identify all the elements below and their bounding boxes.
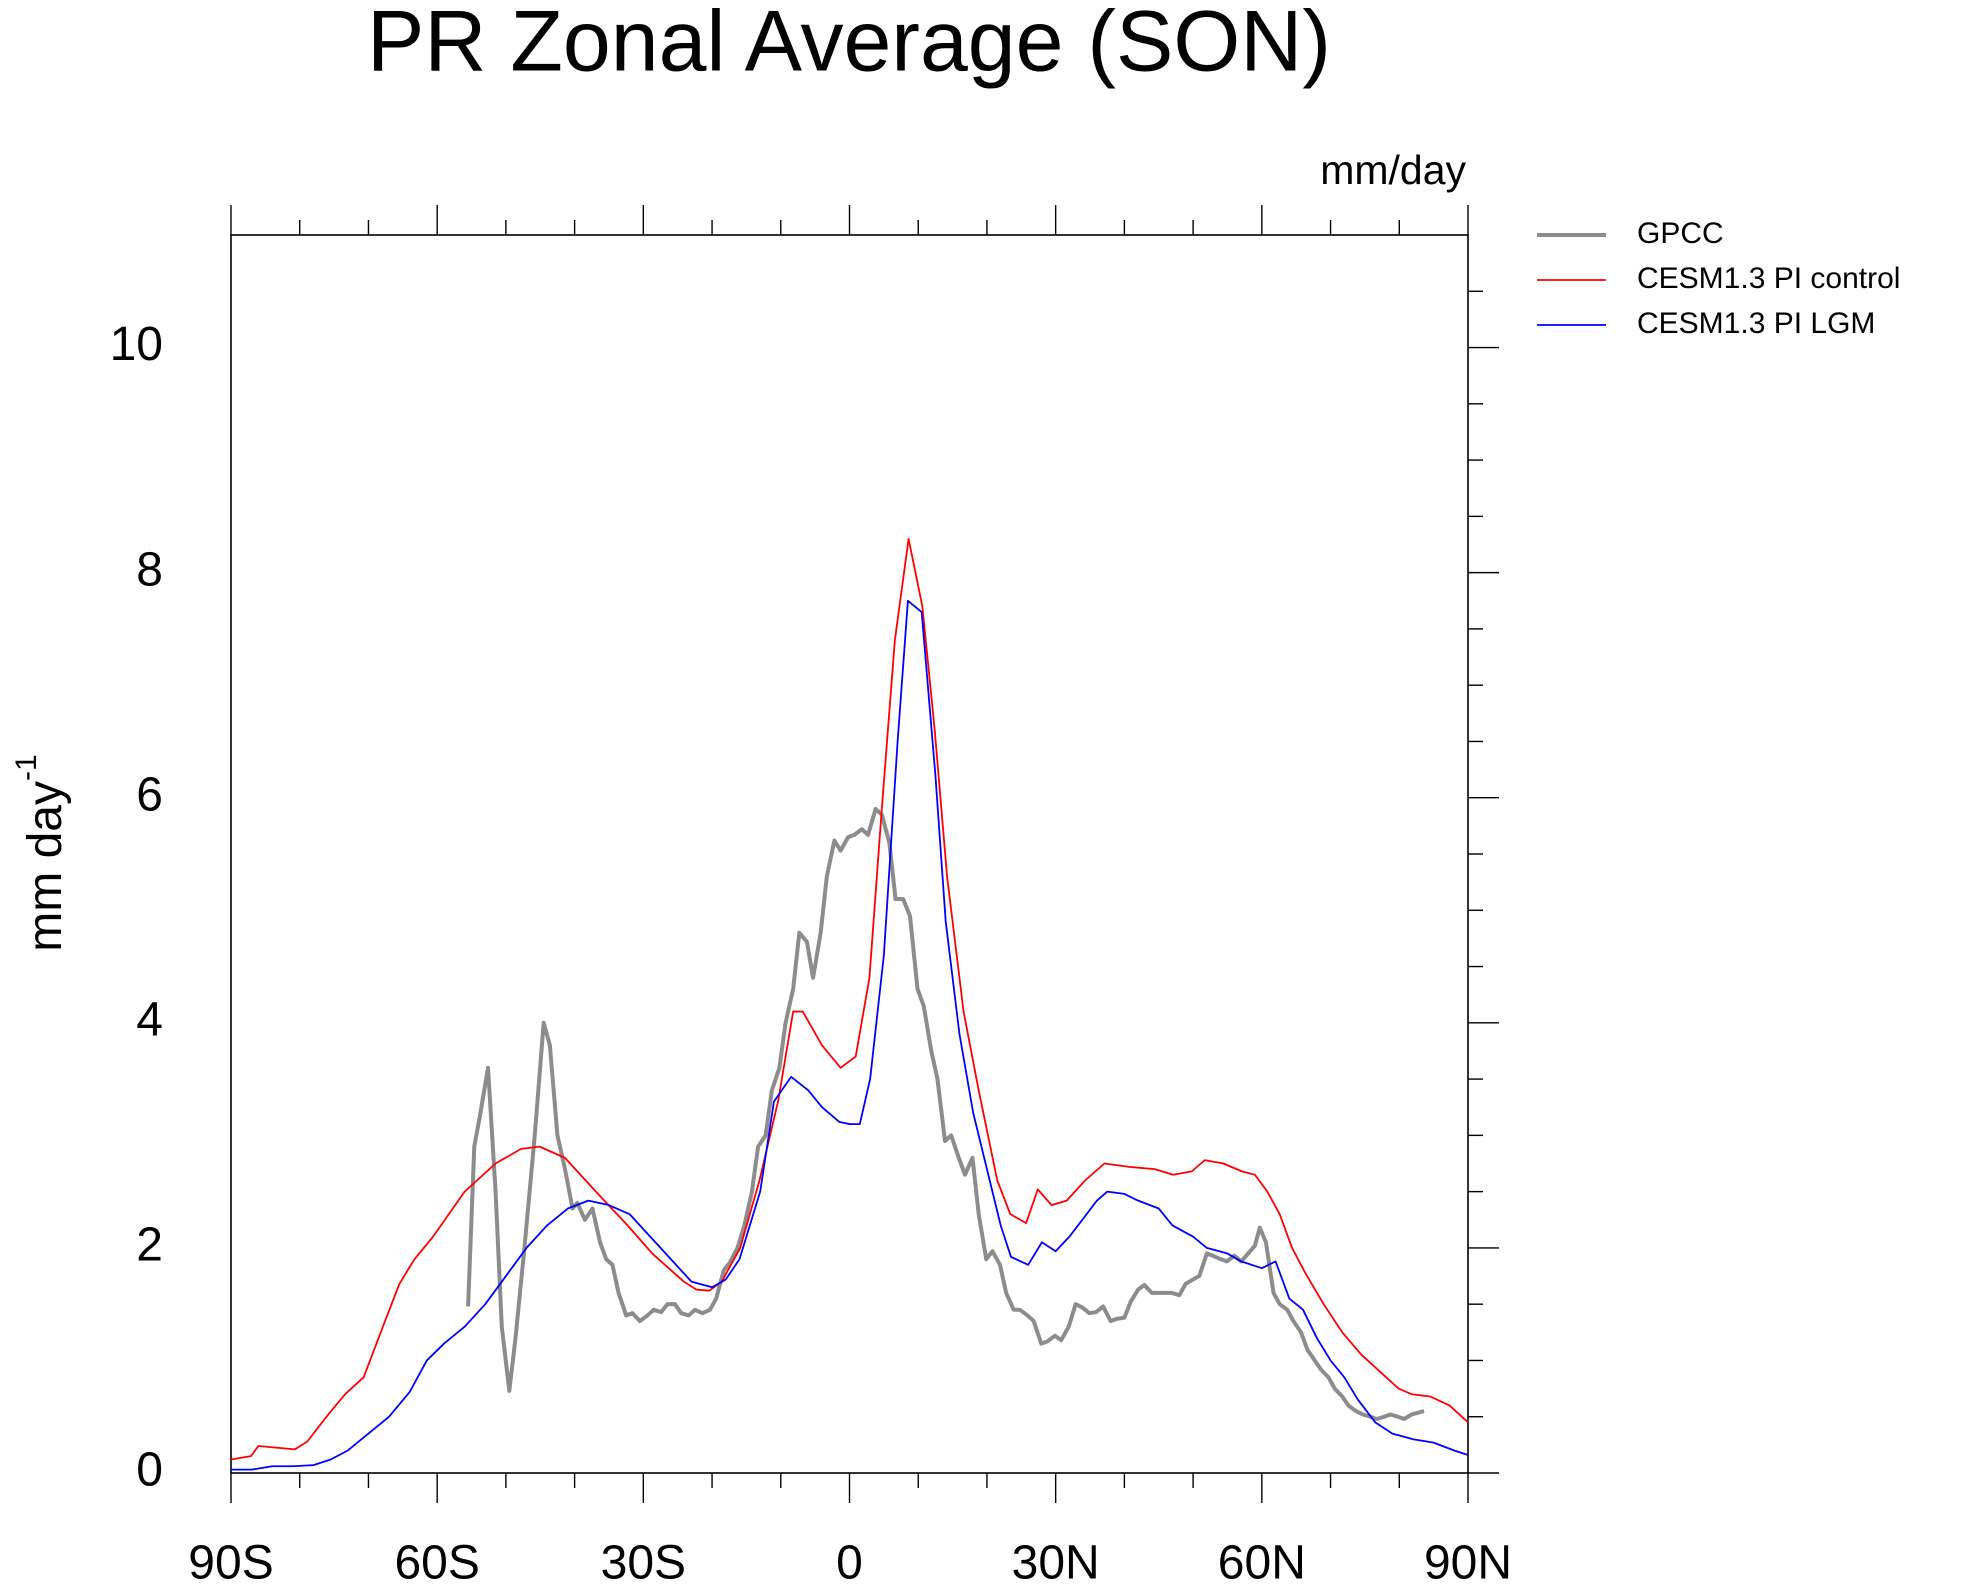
x-tick-label: 90N (1424, 1537, 1512, 1590)
legend-label: CESM1.3 PI LGM (1637, 307, 1875, 340)
legend-label: CESM1.3 PI control (1637, 262, 1900, 295)
y-tick-label: 2 (136, 1219, 163, 1272)
x-tick-label: 90S (188, 1537, 273, 1590)
units-label: mm/day (1320, 147, 1466, 193)
legend-label: GPCC (1637, 217, 1724, 250)
x-tick-label: 30S (601, 1537, 686, 1590)
series-line (230, 537, 1469, 1461)
y-tick-label: 0 (136, 1444, 163, 1497)
x-tick-label: 60S (394, 1537, 479, 1590)
series-line (466, 806, 1425, 1421)
chart-title: PR Zonal Average (SON) (367, 0, 1331, 90)
y-axis-label: mm day-1 (10, 754, 72, 951)
x-tick-label: 60N (1218, 1537, 1306, 1590)
x-tick-label: 0 (836, 1537, 863, 1590)
x-tick-label: 30N (1012, 1537, 1100, 1590)
y-axis-label-text: mm day (19, 781, 72, 952)
y-tick-label: 8 (136, 543, 163, 596)
y-tick-label: 10 (110, 318, 163, 371)
y-tick-label: 6 (136, 768, 163, 821)
y-axis-label-superscript: -1 (10, 754, 43, 781)
y-tick-label: 4 (136, 993, 163, 1046)
series-line (231, 599, 1469, 1471)
plot-frame (230, 234, 1469, 1474)
